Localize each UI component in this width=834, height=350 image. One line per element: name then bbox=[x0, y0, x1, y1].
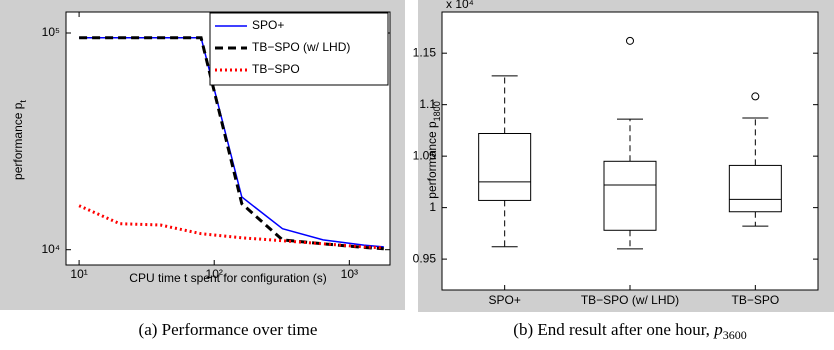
y-tick-label: 1.1 bbox=[419, 97, 436, 111]
outlier bbox=[626, 36, 634, 45]
y-axis-label: performance p1800 bbox=[425, 101, 442, 198]
x-axis-label: CPU time t spent for configuration (s) bbox=[129, 271, 326, 285]
x-tick-label: 10¹ bbox=[70, 267, 87, 281]
series-line bbox=[79, 36, 384, 251]
box bbox=[478, 132, 532, 201]
y-multiplier: x 10⁴ bbox=[446, 0, 474, 11]
y-tick-label: 1.15 bbox=[413, 45, 437, 59]
caption: (b) End result after one hour, p3600 bbox=[513, 320, 746, 342]
y-tick-label: 1 bbox=[429, 200, 436, 214]
x-tick-label: SPO+ bbox=[488, 293, 520, 307]
y-axis-label-text: performance p bbox=[11, 102, 25, 180]
x-tick-label: TB−SPO (w/ LHD) bbox=[581, 293, 679, 307]
y-tick-label: 10⁵ bbox=[42, 25, 60, 39]
outlier bbox=[751, 92, 760, 101]
y-axis-label-sub: t bbox=[18, 100, 28, 103]
caption-text: (b) End result after one hour, bbox=[513, 320, 710, 339]
y-axis-label: performance pt bbox=[11, 100, 28, 180]
caption: (a) Performance over time bbox=[139, 320, 318, 339]
y-axis-label-text: performance p bbox=[425, 121, 439, 199]
legend-box bbox=[209, 12, 389, 86]
caption-symbol: p bbox=[713, 320, 723, 339]
series-line bbox=[78, 204, 384, 250]
caption-sub: 3600 bbox=[723, 328, 747, 342]
x-tick-label: 10² bbox=[206, 267, 223, 281]
y-axis-label-sub: 1800 bbox=[432, 101, 442, 121]
y-tick-label: 10⁴ bbox=[41, 242, 60, 256]
box bbox=[603, 160, 657, 231]
y-tick-label: 1.05 bbox=[413, 148, 437, 162]
y-tick-label: 0.95 bbox=[413, 251, 437, 265]
x-tick-label: TB−SPO bbox=[731, 293, 779, 307]
box bbox=[728, 164, 782, 213]
legend-label: SPO+ bbox=[252, 18, 284, 32]
legend-label: TB−SPO (w/ LHD) bbox=[252, 40, 350, 54]
x-tick-label: 10³ bbox=[341, 267, 358, 281]
legend-label: TB−SPO bbox=[252, 62, 300, 76]
